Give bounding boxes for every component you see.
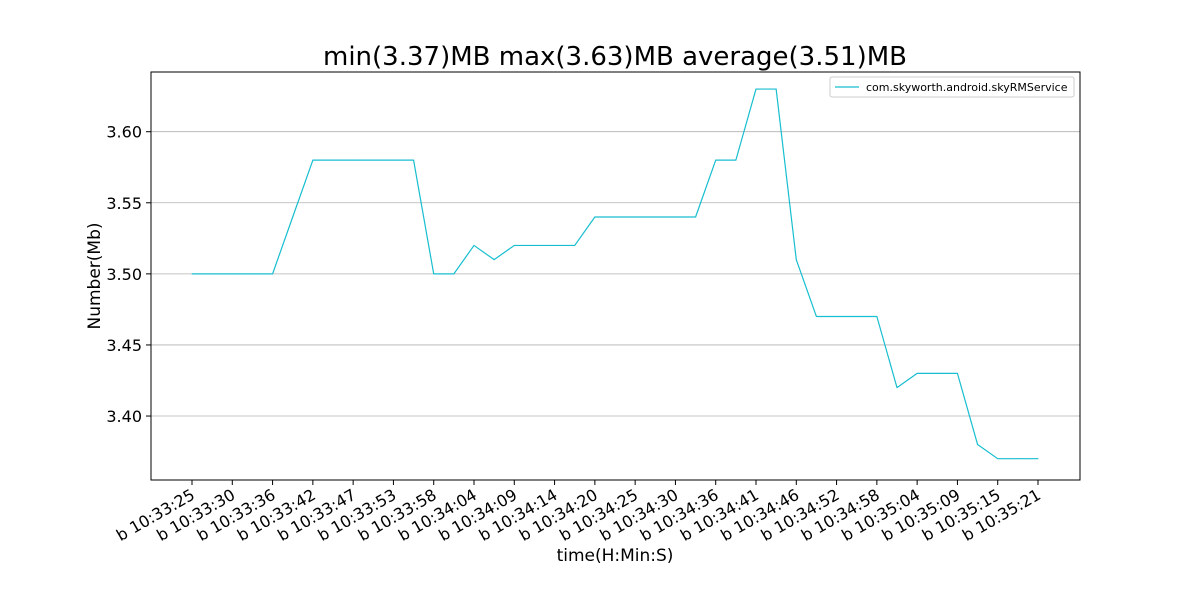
data-point bbox=[352, 159, 354, 161]
data-point bbox=[956, 372, 958, 374]
data-point bbox=[231, 273, 233, 275]
data-point bbox=[211, 273, 213, 275]
data-point bbox=[272, 273, 274, 275]
data-point bbox=[916, 372, 918, 374]
data-point bbox=[735, 159, 737, 161]
data-point bbox=[332, 159, 334, 161]
data-point bbox=[433, 273, 435, 275]
data-point bbox=[533, 244, 535, 246]
data-point bbox=[856, 316, 858, 318]
data-point bbox=[292, 216, 294, 218]
legend-label: com.skyworth.android.skyRMService bbox=[866, 81, 1068, 94]
data-point bbox=[392, 159, 394, 161]
grid-lines bbox=[151, 131, 1080, 417]
data-point bbox=[674, 216, 676, 218]
y-tick-label: 3.60 bbox=[106, 123, 142, 142]
data-point bbox=[554, 244, 556, 246]
data-point bbox=[896, 387, 898, 389]
plot-frame bbox=[150, 71, 1081, 481]
data-point bbox=[574, 244, 576, 246]
data-point bbox=[815, 316, 817, 318]
chart-title: min(3.37)MB max(3.63)MB average(3.51)MB bbox=[323, 42, 907, 72]
data-point bbox=[654, 216, 656, 218]
data-point bbox=[755, 88, 757, 90]
data-point bbox=[513, 244, 515, 246]
y-tick-label: 3.45 bbox=[106, 336, 142, 355]
data-point bbox=[372, 159, 374, 161]
data-point bbox=[876, 316, 878, 318]
data-point bbox=[614, 216, 616, 218]
data-point bbox=[312, 159, 314, 161]
data-point bbox=[473, 244, 475, 246]
data-point bbox=[493, 259, 495, 261]
data-point bbox=[997, 458, 999, 460]
legend-box bbox=[829, 76, 1075, 98]
y-tick-label: 3.50 bbox=[106, 265, 142, 284]
data-point bbox=[413, 159, 415, 161]
data-point bbox=[695, 216, 697, 218]
data-point bbox=[594, 216, 596, 218]
data-point bbox=[1017, 458, 1019, 460]
data-point bbox=[936, 372, 938, 374]
data-point bbox=[836, 316, 838, 318]
y-tick-label: 3.40 bbox=[106, 407, 142, 426]
y-axis-label: Number(Mb) bbox=[85, 222, 105, 329]
series-layer bbox=[191, 88, 1039, 460]
data-point bbox=[795, 259, 797, 261]
data-point bbox=[634, 216, 636, 218]
y-axis: 3.40 3.45 3.50 3.55 3.60 bbox=[106, 123, 151, 426]
legend: com.skyworth.android.skyRMService bbox=[829, 76, 1075, 98]
data-point bbox=[715, 159, 717, 161]
x-axis: b 10:33:25b 10:33:30b 10:33:36b 10:33:42… bbox=[113, 480, 1044, 545]
data-point bbox=[251, 273, 253, 275]
x-axis-label: time(H:Min:S) bbox=[557, 546, 674, 566]
data-point bbox=[1037, 458, 1039, 460]
data-point bbox=[191, 273, 193, 275]
data-point bbox=[775, 88, 777, 90]
data-point bbox=[977, 443, 979, 445]
y-tick-label: 3.55 bbox=[106, 194, 142, 213]
data-point bbox=[453, 273, 455, 275]
